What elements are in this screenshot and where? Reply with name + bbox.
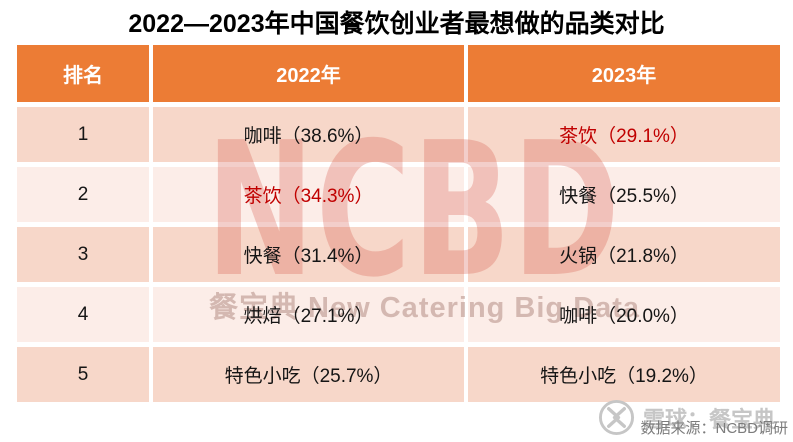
category-cell-2022: 茶饮（34.3%） bbox=[153, 167, 464, 222]
table-header-row: 排名 2022年 2023年 bbox=[17, 45, 780, 102]
rank-cell: 1 bbox=[17, 107, 149, 162]
category-cell-2023: 咖啡（20.0%） bbox=[468, 287, 780, 342]
category-cell-2023: 茶饮（29.1%） bbox=[468, 107, 780, 162]
category-cell-2023: 火锅（21.8%） bbox=[468, 227, 780, 282]
category-cell-2022: 咖啡（38.6%） bbox=[153, 107, 464, 162]
col-header-rank: 排名 bbox=[17, 45, 149, 102]
xueqiu-watermark-label: 雪球：餐宝典 bbox=[643, 406, 776, 432]
category-cell-2023: 快餐（25.5%） bbox=[468, 167, 780, 222]
col-header-2023: 2023年 bbox=[468, 45, 780, 102]
table-row: 1 咖啡（38.6%） 茶饮（29.1%） bbox=[17, 107, 780, 162]
table-row: 2 茶饮（34.3%） 快餐（25.5%） bbox=[17, 167, 780, 222]
rank-cell: 5 bbox=[17, 347, 149, 402]
rank-cell: 3 bbox=[17, 227, 149, 282]
table-row: 4 烘焙（27.1%） 咖啡（20.0%） bbox=[17, 287, 780, 342]
col-header-2022: 2022年 bbox=[153, 45, 464, 102]
category-cell-2022: 烘焙（27.1%） bbox=[153, 287, 464, 342]
data-source-note: 数据来源：NCBD调研 bbox=[640, 420, 788, 437]
xueqiu-share-watermark: 雪球：餐宝典 bbox=[598, 399, 775, 436]
comparison-table: 排名 2022年 2023年 1 咖啡（38.6%） 茶饮（29.1%） 2 茶… bbox=[17, 45, 780, 407]
page-title: 2022—2023年中国餐饮创业者最想做的品类对比 bbox=[128, 10, 665, 38]
category-cell-2022: 特色小吃（25.7%） bbox=[153, 347, 464, 402]
category-cell-2023: 特色小吃（19.2%） bbox=[468, 347, 780, 402]
xueqiu-logo-icon bbox=[598, 399, 635, 436]
category-cell-2022: 快餐（31.4%） bbox=[153, 227, 464, 282]
table-row: 3 快餐（31.4%） 火锅（21.8%） bbox=[17, 227, 780, 282]
table-row: 5 特色小吃（25.7%） 特色小吃（19.2%） bbox=[17, 347, 780, 402]
rank-cell: 4 bbox=[17, 287, 149, 342]
rank-cell: 2 bbox=[17, 167, 149, 222]
